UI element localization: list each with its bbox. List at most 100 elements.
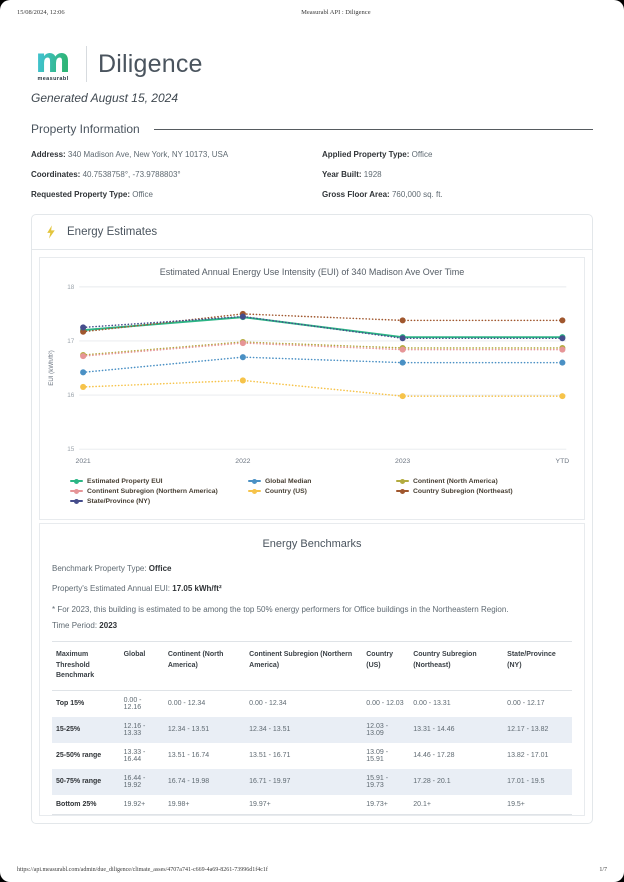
- table-row: Bottom 25% 19.92+ 19.98+ 19.97+ 19.73+ 20.1+ 1…: [52, 794, 572, 815]
- benchmark-range-cell: 20.1+: [409, 794, 504, 815]
- print-footer: https://api.measurabl.com/admin/due_dili…: [17, 867, 607, 873]
- eui-chart-title: Estimated Annual Energy Use Intensity (E…: [159, 267, 465, 277]
- table-row: 25-50% range 13.33 - 16.44 13.51 - 16.74 13…: [52, 743, 572, 769]
- benchmark-range-cell: 13.51 - 16.71: [249, 752, 291, 760]
- benchmark-range-cell: 19.92+: [119, 794, 164, 815]
- benchmark-range-cell: 13.09 - 15.91: [366, 748, 389, 763]
- series-marker: [80, 328, 87, 335]
- benchmark-range-cell: 0.00 - 12.03: [366, 700, 404, 708]
- print-footer-url: https://api.measurabl.com/admin/due_dili…: [17, 867, 268, 873]
- print-header: 15/08/2024, 12:06 Measurabl API : Dilige…: [17, 9, 607, 16]
- energy-estimates-card: Energy Estimates Estimated Annual Energy…: [31, 214, 593, 824]
- benchmark-range-cell: 16.74 - 19.98: [167, 778, 210, 786]
- legend-marker-icon: [396, 488, 409, 495]
- series-marker: [559, 317, 566, 324]
- threshold-label: Top 15%: [56, 700, 85, 708]
- benchmark-table-body: Top 15% 0.00 - 12.16 0.00 - 12.34 0.00 - 12…: [52, 690, 572, 815]
- series-marker: [559, 346, 566, 353]
- generated-date: Generated August 15, 2024: [31, 91, 178, 105]
- series-marker: [239, 354, 246, 361]
- benchmark-table: Maximum Threshold Benchmark Global Contine…: [52, 641, 572, 815]
- property-field: Applied Property Type: Office: [322, 150, 593, 159]
- property-field-value: 1928: [363, 170, 382, 179]
- series-marker: [559, 393, 566, 400]
- benchmark-range-cell: 0.00 - 12.34: [167, 700, 206, 708]
- series-marker: [399, 359, 406, 366]
- series-marker: [399, 335, 406, 342]
- benchmark-table-header: Continent Subregion (Northern America): [245, 641, 363, 691]
- legend-label: Country (US): [265, 487, 307, 495]
- energy-estimates-header: Energy Estimates: [32, 215, 592, 250]
- time-period: Time Period: 2023: [52, 621, 572, 630]
- legend-marker-icon: [70, 498, 83, 505]
- series-marker: [80, 353, 87, 360]
- legend-marker-icon: [248, 488, 261, 495]
- legend-marker-icon: [70, 488, 83, 495]
- legend-item: Continent (North America): [396, 478, 572, 485]
- table-row: 15-25% 12.16 - 13.33 12.34 - 13.51 12.34 - …: [52, 716, 572, 743]
- series-marker: [80, 324, 87, 331]
- eui-chart-svg: 15 16 17 18 EUI (kWh/ft²) 2021 2022 2023 YTD: [48, 284, 569, 465]
- legend-label: Continent (North America): [413, 477, 498, 485]
- time-period-label: Time Period:: [52, 621, 98, 631]
- brand-header: m measurabl Diligence: [31, 44, 593, 82]
- benchmark-range-cell: 0.00 - 12.17: [507, 700, 545, 708]
- threshold-label: 25-50% range: [56, 752, 102, 760]
- benchmark-property-type: Benchmark Property Type: Office: [52, 564, 572, 573]
- table-row: Top 15% 0.00 - 12.16 0.00 - 12.34 0.00 - 12…: [52, 690, 572, 717]
- legend-item: Estimated Property EUI: [70, 478, 248, 485]
- print-doc-title: Measurabl API : Diligence: [301, 9, 371, 16]
- table-row: 50-75% range 16.44 - 19.92 16.74 - 19.98 16…: [52, 768, 572, 795]
- series-marker: [239, 313, 246, 320]
- benchmark-range-cell: 12.16 - 13.33: [123, 722, 146, 737]
- property-field-label: Applied Property Type:: [322, 150, 412, 159]
- benchmark-range-cell: 12.03 - 13.09: [366, 722, 389, 737]
- estimated-annual-eui-unit: kWh/ft²: [194, 583, 222, 593]
- property-field-value: Office: [132, 190, 153, 199]
- print-timestamp: 15/08/2024, 12:06: [17, 9, 65, 16]
- series-line: [82, 313, 564, 333]
- measurabl-logo: m measurabl: [31, 44, 75, 82]
- benchmark-range-cell: 19.73+: [362, 794, 410, 815]
- property-field-value: 340 Madison Ave, New York, NY 10173, USA: [67, 150, 229, 159]
- series-marker: [80, 383, 87, 390]
- benchmark-range-cell: 12.34 - 13.51: [249, 726, 291, 734]
- property-field: Address: 340 Madison Ave, New York, NY 1…: [31, 150, 302, 159]
- benchmark-table-header-row: Maximum Threshold Benchmark Global Contine…: [52, 641, 572, 691]
- legend-marker-icon: [248, 478, 261, 485]
- benchmark-property-type-value: Office: [148, 563, 172, 573]
- series-marker: [239, 340, 246, 347]
- series-line: [82, 379, 564, 397]
- series-line: [83, 316, 563, 339]
- series-marker: [80, 369, 87, 376]
- benchmark-range-cell: 17.01 - 19.5: [507, 778, 545, 786]
- benchmark-table-header: State/Province (NY): [503, 641, 572, 691]
- benchmark-table-header: Maximum Threshold Benchmark: [52, 641, 120, 691]
- property-field: Year Built: 1928: [322, 170, 593, 179]
- y-tick-label: 17: [67, 338, 75, 345]
- report-content: m measurabl Diligence Generated August 1…: [31, 44, 593, 824]
- property-field-label: Year Built:: [322, 170, 364, 179]
- benchmark-table-header: Global: [119, 641, 164, 691]
- property-field: Coordinates: 40.7538758°, -73.9788803°: [31, 170, 302, 179]
- series-marker: [559, 359, 566, 366]
- series-line: [82, 315, 564, 340]
- benchmark-table-header: Continent (North America): [163, 641, 246, 691]
- legend-item: Continent Subregion (Northern America): [70, 488, 248, 495]
- benchmark-table-header: Country Subregion (Northeast): [409, 641, 504, 691]
- threshold-label: 50-75% range: [56, 778, 102, 786]
- legend-item: Country (US): [248, 488, 396, 495]
- property-field-label: Coordinates:: [31, 170, 83, 179]
- legend-item: State/Province (NY): [70, 498, 248, 505]
- benchmark-range-cell: 12.17 - 13.82: [507, 726, 549, 734]
- benchmark-table-header: Country (US): [362, 641, 410, 691]
- y-axis-label: EUI (kWh/ft²): [48, 350, 55, 386]
- print-footer-page-number: 1/7: [599, 867, 607, 873]
- threshold-label: Bottom 25%: [52, 794, 120, 815]
- series-marker: [399, 393, 406, 400]
- legend-item: Country Subregion (Northeast): [396, 488, 572, 495]
- property-fields: Address: 340 Madison Ave, New York, NY 1…: [31, 150, 593, 199]
- brand-divider: [86, 46, 87, 82]
- legend-label: Estimated Property EUI: [87, 477, 163, 485]
- x-tick-label: 2022: [235, 458, 250, 465]
